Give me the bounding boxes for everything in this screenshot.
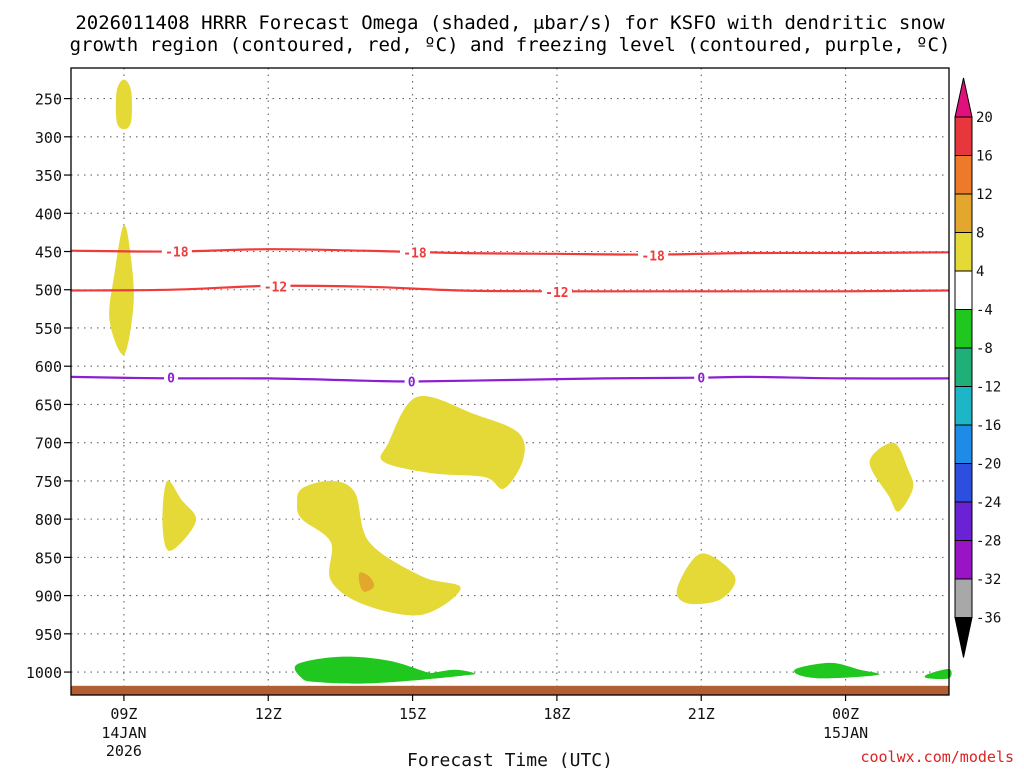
contour-label-bg <box>638 248 669 263</box>
colorbar-bin <box>954 578 973 618</box>
omega-4-8-region <box>676 553 736 605</box>
omega-neg4-neg8-region <box>924 668 952 680</box>
colorbar-label: -20 <box>976 457 1001 473</box>
omega-4-8-region <box>115 79 132 130</box>
y-tick-label: 900 <box>35 588 62 606</box>
colorbar-label: -4 <box>976 303 993 319</box>
y-tick-label: 450 <box>35 244 62 262</box>
contour-label-bg <box>541 285 572 300</box>
x-tick-label: 09Z <box>110 705 137 723</box>
colorbar-bin <box>954 193 973 233</box>
colorbar-bin <box>954 155 973 195</box>
x-tick-label: 18Z <box>543 705 570 723</box>
chart-title-line-2: growth region (contoured, red, ºC) and f… <box>70 34 951 56</box>
contour-label-bg <box>404 374 419 389</box>
y-tick-label: 600 <box>35 358 62 376</box>
colorbar-label: 8 <box>976 226 984 242</box>
contour-label-bg <box>260 279 291 294</box>
colorbar-label: 16 <box>976 149 993 165</box>
omega-4-8-region <box>162 480 197 551</box>
y-axis: 250 300 350 400 450 500 550 600 650 700 750 800 850 9… <box>26 91 71 682</box>
x-tick-label: 2026 <box>106 742 142 760</box>
omega-4-8-region <box>380 395 525 489</box>
colorbar-label: -16 <box>976 418 1001 434</box>
colorbar-bin <box>954 309 973 349</box>
omega-8-12-region <box>358 572 375 592</box>
y-tick-label: 400 <box>35 205 62 223</box>
contour-label-bg <box>399 245 430 260</box>
contour-label--12: -12 <box>545 286 568 301</box>
x-tick-label: 14JAN <box>101 724 146 742</box>
colorbar-bottom-arrow <box>954 617 973 658</box>
contour-label-0: 0 <box>167 372 175 387</box>
colorbar-bin <box>954 270 973 310</box>
colorbar-bin <box>954 501 973 541</box>
contour-line--12 <box>70 284 950 293</box>
colorbar-label: -28 <box>976 534 1001 550</box>
contour-label-bg <box>164 370 179 385</box>
ground-band-layer <box>71 685 949 695</box>
y-tick-label: 300 <box>35 129 62 147</box>
colorbar-label: -8 <box>976 341 993 357</box>
contour-label--18: -18 <box>403 246 427 261</box>
colorbar-label: 12 <box>976 187 993 203</box>
x-axis-label: Forecast Time (UTC) <box>407 750 613 768</box>
colorbar-bin <box>954 540 973 580</box>
colorbar-bin <box>954 386 973 426</box>
x-tick-label: 21Z <box>688 705 715 723</box>
plot-frame <box>70 67 950 696</box>
colorbar-label: -36 <box>976 611 1001 627</box>
chart-title-line-1: 2026011408 HRRR Forecast Omega (shaded, … <box>75 12 945 34</box>
y-tick-label: 950 <box>35 626 62 644</box>
colorbar-bin <box>954 463 973 503</box>
x-tick-label: 00Z <box>832 705 859 723</box>
omega-4-8-region <box>297 480 461 616</box>
contour-line-0 <box>70 375 950 383</box>
omega-neg4-neg8-region <box>794 662 880 679</box>
y-tick-label: 850 <box>35 549 62 567</box>
contour-label--18: -18 <box>641 249 665 264</box>
plot-background <box>71 68 949 695</box>
y-tick-label: 500 <box>35 282 62 300</box>
colorbar: 20 16 12 8 4 -4 -8 -12 -16 -20 -24 -28 -32 -36 <box>954 77 1001 658</box>
y-tick-label: 350 <box>35 167 62 185</box>
contour-label-bg <box>161 244 192 259</box>
colorbar-bin <box>954 424 973 464</box>
colorbar-label: 4 <box>976 264 984 280</box>
omega-shading <box>109 79 952 684</box>
colorbar-label: -12 <box>976 380 1001 396</box>
y-tick-label: 800 <box>35 511 62 529</box>
colorbar-bin <box>954 347 973 387</box>
colorbar-bin <box>954 116 973 156</box>
credit-text: coolwx.com/models <box>860 748 1014 766</box>
contour-lines <box>70 248 950 383</box>
y-tick-label: 650 <box>35 396 62 414</box>
contour-label--18: -18 <box>165 246 189 261</box>
contour-label-0: 0 <box>408 376 416 391</box>
colorbar-label: 20 <box>976 110 993 126</box>
y-tick-label: 700 <box>35 435 62 453</box>
ground-band <box>71 685 949 695</box>
colorbar-label: -24 <box>976 495 1001 511</box>
contour-labels: -18 -18 -18 -12 -12 0 0 0 <box>161 244 709 391</box>
y-tick-label: 550 <box>35 320 62 338</box>
x-tick-label: 15JAN <box>823 724 868 742</box>
y-tick-label: 1000 <box>26 664 62 682</box>
x-tick-label: 15Z <box>399 705 426 723</box>
y-tick-label: 750 <box>35 473 62 491</box>
colorbar-label: -32 <box>976 572 1001 588</box>
contour-line--18 <box>70 248 950 256</box>
contour-label-bg <box>694 370 709 385</box>
plot-area: -18 -18 -18 -12 -12 0 0 0 <box>70 67 952 696</box>
omega-4-8-region <box>869 442 914 512</box>
x-tick-label: 12Z <box>255 705 282 723</box>
contour-label-0: 0 <box>697 372 705 387</box>
colorbar-bin <box>954 232 973 272</box>
omega-neg4-neg8-region <box>294 656 476 684</box>
y-tick-label: 250 <box>35 91 62 109</box>
contour-label--12: -12 <box>264 281 287 296</box>
